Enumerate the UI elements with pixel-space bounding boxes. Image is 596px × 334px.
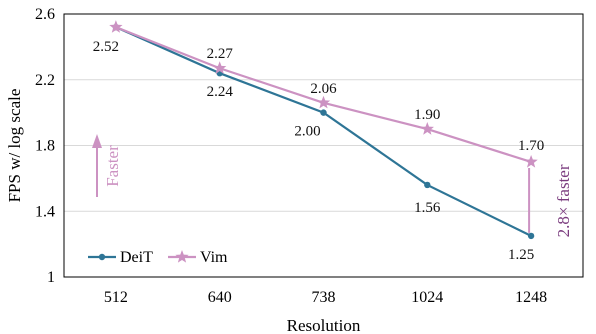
- y-tick-label: 2.6: [35, 6, 55, 23]
- data-label: 1.56: [414, 200, 441, 216]
- x-tick-label: 738: [312, 289, 336, 306]
- data-point: [527, 232, 535, 240]
- legend-label: Vim: [200, 249, 228, 266]
- y-tick-labels: 1 1.4 1.8 2.2 2.6: [35, 6, 55, 286]
- legend-item-vim: Vim: [168, 249, 228, 266]
- faster-annotation: Faster: [92, 134, 122, 197]
- data-label: 2.52: [93, 39, 119, 55]
- plot-frame: [63, 13, 584, 278]
- series-line-deit: [115, 26, 532, 237]
- faster-label: Faster: [103, 145, 122, 187]
- series-deit: [112, 23, 535, 240]
- data-point: [213, 61, 227, 74]
- y-tick-label: 1.8: [35, 138, 55, 155]
- y-tick-label: 1: [47, 269, 55, 286]
- data-label: 2.27: [207, 46, 234, 62]
- speedup-label: 2.8× faster: [554, 164, 573, 237]
- legend-item-deit: DeiT: [88, 249, 153, 266]
- grid-lines: [64, 79, 583, 212]
- x-tick-label: 640: [208, 289, 232, 306]
- data-label: 1.25: [508, 247, 534, 263]
- legend-circle-icon: [98, 253, 106, 261]
- data-label: 2.06: [310, 81, 337, 97]
- data-point: [424, 181, 431, 189]
- data-label: 1.90: [414, 107, 440, 123]
- legend-star-icon: [175, 250, 189, 263]
- x-tick-label: 1024: [411, 289, 443, 306]
- data-point: [524, 154, 538, 168]
- data-label: 2.24: [207, 84, 234, 100]
- data-point: [320, 109, 327, 116]
- y-tick-label: 2.2: [35, 72, 55, 89]
- series-vim: [109, 20, 538, 168]
- data-point: [109, 20, 123, 33]
- legend-label: DeiT: [120, 249, 153, 266]
- legend: DeiT Vim: [88, 249, 228, 266]
- y-axis-title: FPS w/ log scale: [5, 89, 24, 203]
- series-layer: [109, 20, 538, 240]
- speedup-annotation: 2.8× faster: [528, 164, 573, 237]
- data-label: 2.00: [294, 124, 320, 140]
- x-axis-title: Resolution: [287, 316, 361, 334]
- data-point: [420, 122, 434, 135]
- x-tick-labels: 512 640 738 1024 1248: [104, 289, 547, 306]
- faster-arrow-head-icon: [92, 134, 102, 148]
- data-labels: 2.24 2.00 1.56 1.25 2.52 2.27 2.06 1.90 1.70: [93, 39, 544, 263]
- x-tick-label: 1248: [515, 289, 547, 306]
- data-point: [316, 95, 331, 109]
- x-tick-label: 512: [104, 289, 128, 306]
- data-label: 1.70: [518, 138, 544, 154]
- y-tick-label: 1.4: [35, 203, 55, 220]
